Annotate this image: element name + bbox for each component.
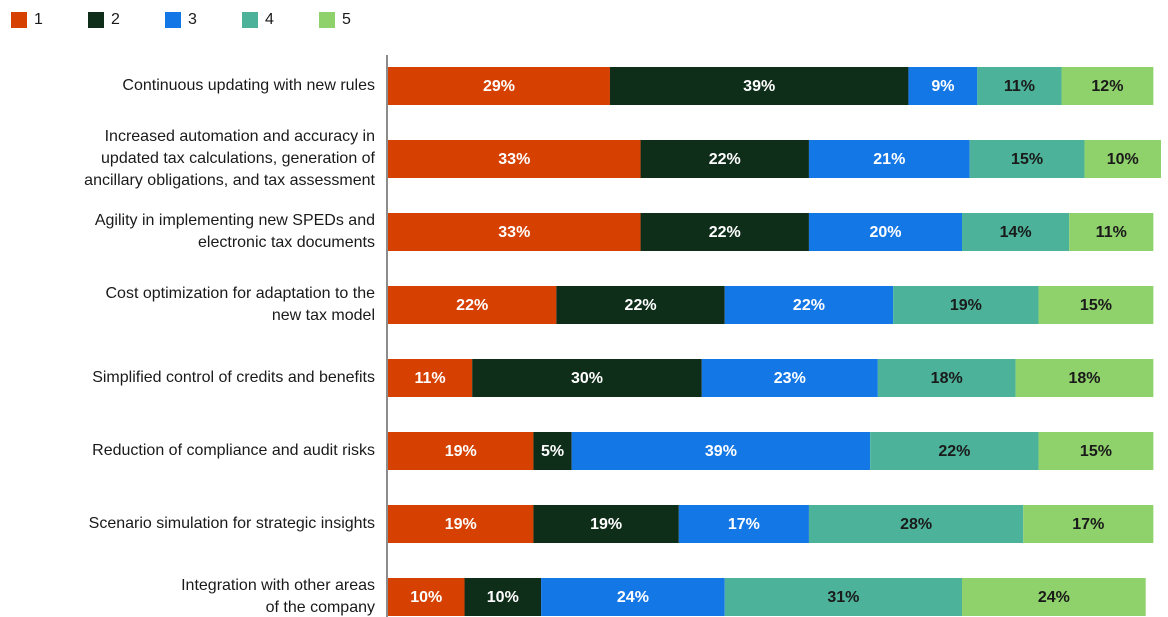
bar-segment <box>908 67 978 105</box>
bar-segment <box>977 67 1062 105</box>
bar-segment <box>388 67 610 105</box>
value-label: 29% <box>483 78 515 95</box>
value-label: 10% <box>487 589 519 606</box>
bar-segment <box>724 286 894 324</box>
value-label: 15% <box>1011 151 1043 168</box>
value-label: 19% <box>445 516 477 533</box>
legend-swatch <box>165 12 181 28</box>
value-label: 31% <box>827 589 859 606</box>
value-label: 15% <box>1080 297 1112 314</box>
bar-segment <box>640 140 809 178</box>
category-label: Cost optimization for adaptation to the n… <box>106 285 376 324</box>
bar-segment <box>533 432 572 470</box>
value-label: 5% <box>541 443 564 460</box>
bar-segment <box>808 140 970 178</box>
value-label: 15% <box>1080 443 1112 460</box>
legend-swatch <box>242 12 258 28</box>
value-label: 33% <box>498 151 530 168</box>
value-label: 24% <box>617 589 649 606</box>
bar-segment <box>388 359 473 397</box>
bar-segment <box>571 432 871 470</box>
value-label: 11% <box>1096 224 1127 241</box>
category-label: Reduction of compliance and audit risks <box>92 442 375 459</box>
bar-segment <box>678 505 809 543</box>
bar-segment <box>1084 140 1161 178</box>
bar-segment <box>893 286 1039 324</box>
bar-segment <box>533 505 679 543</box>
value-label: 28% <box>900 516 932 533</box>
bar-segment <box>1038 432 1154 470</box>
bar-segment <box>877 359 1016 397</box>
legend-swatch <box>88 12 104 28</box>
bar-segment <box>1015 359 1154 397</box>
bar-segment <box>969 140 1085 178</box>
value-label: 20% <box>869 224 901 241</box>
bar-segment <box>1061 67 1154 105</box>
category-label: Increased automation and accuracy in upda… <box>84 128 375 189</box>
bar-segment <box>808 505 1024 543</box>
bar-segment <box>724 578 963 616</box>
bar-segment <box>701 359 878 397</box>
bar-segment <box>388 213 641 251</box>
value-label: 39% <box>705 443 737 460</box>
value-label: 33% <box>498 224 530 241</box>
category-label: Scenario simulation for strategic insigh… <box>89 515 375 532</box>
value-label: 21% <box>873 151 905 168</box>
bar-segment <box>541 578 725 616</box>
bar-segment <box>388 432 534 470</box>
category-label: Agility in implementing new SPEDs and ele… <box>95 212 375 251</box>
value-label: 9% <box>931 78 954 95</box>
category-label: Integration with other areas of the compa… <box>181 577 375 616</box>
legend-label: 5 <box>342 11 351 28</box>
value-label: 14% <box>1000 224 1032 241</box>
value-label: 19% <box>445 443 477 460</box>
bar-segment <box>808 213 963 251</box>
bar-segment <box>472 359 702 397</box>
category-label: Continuous updating with new rules <box>122 77 375 94</box>
value-label: 22% <box>709 151 741 168</box>
value-label: 39% <box>743 78 775 95</box>
value-label: 22% <box>938 443 970 460</box>
legend-label: 3 <box>188 11 197 28</box>
value-label: 10% <box>410 589 442 606</box>
bar-segment <box>1038 286 1154 324</box>
legend-label: 2 <box>111 11 120 28</box>
bar-segment <box>962 213 1070 251</box>
bar-segment <box>962 578 1146 616</box>
bar-segment <box>464 578 542 616</box>
value-label: 22% <box>456 297 488 314</box>
value-label: 18% <box>1068 370 1100 387</box>
legend-label: 4 <box>265 11 274 28</box>
bar-segment <box>609 67 909 105</box>
value-label: 17% <box>1072 516 1104 533</box>
category-label: Simplified control of credits and benefi… <box>92 369 375 386</box>
value-label: 18% <box>931 370 963 387</box>
bar-segment <box>388 286 557 324</box>
value-label: 22% <box>709 224 741 241</box>
bar-segment <box>388 578 465 616</box>
value-label: 22% <box>625 297 657 314</box>
legend-label: 1 <box>34 11 43 28</box>
bar-segment <box>556 286 725 324</box>
value-label: 22% <box>793 297 825 314</box>
value-label: 11% <box>415 370 446 387</box>
bar-segment <box>870 432 1039 470</box>
bar-segment <box>388 140 641 178</box>
legend-swatch <box>11 12 27 28</box>
value-label: 17% <box>728 516 760 533</box>
value-label: 24% <box>1038 589 1070 606</box>
value-label: 30% <box>571 370 603 387</box>
value-label: 10% <box>1107 151 1139 168</box>
bar-segment <box>388 505 534 543</box>
bar-segment <box>1069 213 1154 251</box>
value-label: 11% <box>1004 78 1035 95</box>
bar-segment <box>640 213 809 251</box>
value-label: 19% <box>950 297 982 314</box>
bar-segment <box>1023 505 1154 543</box>
value-label: 19% <box>590 516 622 533</box>
legend-swatch <box>319 12 335 28</box>
value-label: 12% <box>1091 78 1123 95</box>
value-label: 23% <box>774 370 806 387</box>
